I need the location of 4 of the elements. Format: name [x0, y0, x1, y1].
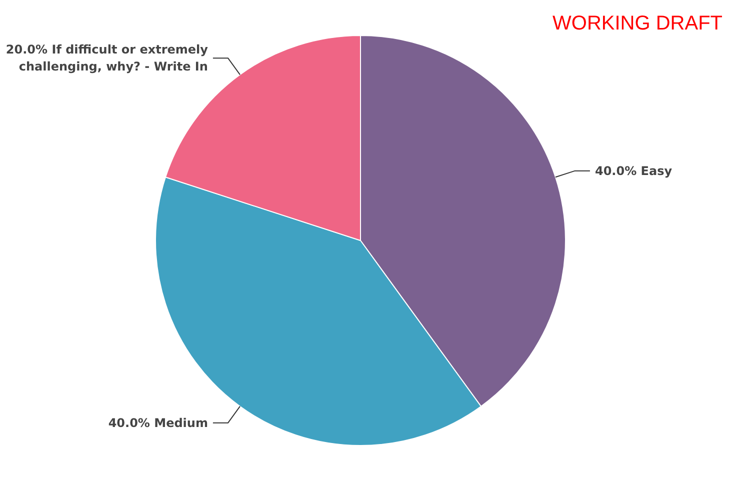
text: WORKING DRAFT: [552, 12, 723, 34]
slice-label: 40.0% Easy: [594, 164, 672, 178]
slice-label: 20.0% If difficult or extremely challenging, why? - Write In: [6, 42, 208, 74]
slice-label: 40.0% Medium: [108, 416, 208, 430]
